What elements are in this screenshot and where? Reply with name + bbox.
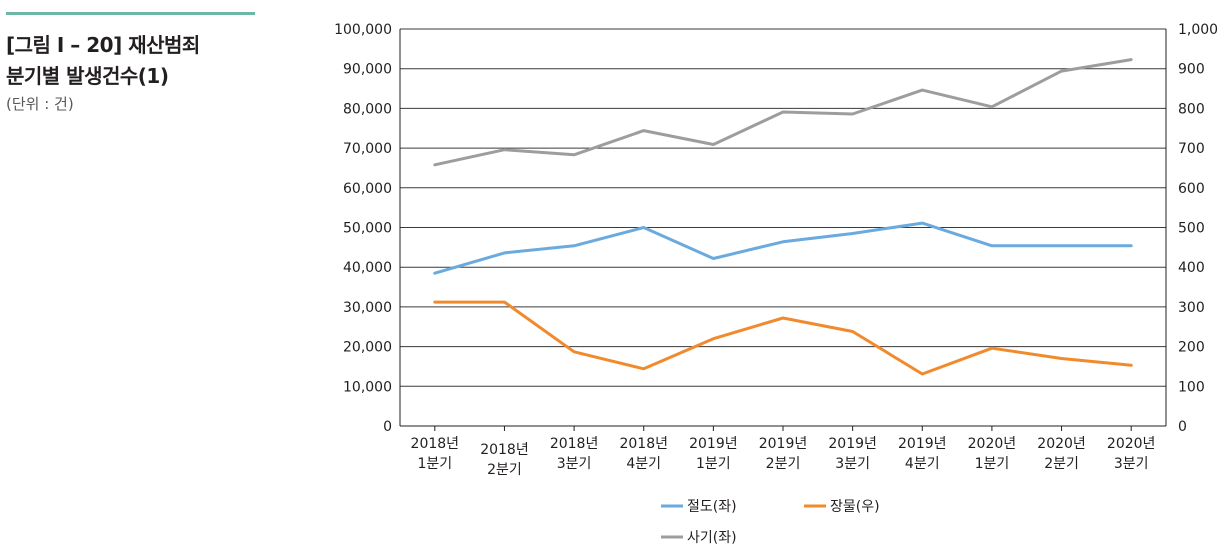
left-tick-label: 10,000 xyxy=(343,379,392,395)
x-tick-label-quarter: 4분기 xyxy=(905,456,940,472)
left-tick-label: 50,000 xyxy=(343,221,392,237)
legend-label: 절도(좌) xyxy=(687,499,737,515)
x-tick-label-quarter: 1분기 xyxy=(696,456,731,472)
left-tick-label: 20,000 xyxy=(343,340,392,356)
series-line-3 xyxy=(433,58,1133,167)
x-tick-label-year: 2019년 xyxy=(759,436,808,452)
x-tick-label-quarter: 2분기 xyxy=(766,456,801,472)
x-tick-label-quarter: 4분기 xyxy=(626,456,661,472)
right-tick-label: 300 xyxy=(1178,300,1205,316)
legend-label: 장물(우) xyxy=(830,499,880,515)
right-tick-label: 400 xyxy=(1178,260,1205,276)
legend-label: 사기(좌) xyxy=(687,530,737,546)
x-tick-label-year: 2020년 xyxy=(968,436,1017,452)
left-tick-label: 100,000 xyxy=(334,22,392,38)
right-tick-label: 600 xyxy=(1178,181,1205,197)
x-tick-label-quarter: 2분기 xyxy=(1044,456,1079,472)
figure-caption: [그림 Ⅰ – 20] 재산범죄 분기별 발생건수(1) (단위 : 건) xyxy=(6,30,266,115)
series-line-1 xyxy=(433,221,1133,275)
left-tick-label: 0 xyxy=(383,419,392,435)
series-line-2 xyxy=(433,300,1133,376)
x-tick-label-year: 2020년 xyxy=(1107,436,1156,452)
right-tick-label: 800 xyxy=(1178,101,1205,117)
right-axis-ticks: 0 100 200 300 400 500 600 700 800 900 1,000 xyxy=(1178,22,1218,435)
right-tick-label: 0 xyxy=(1178,419,1187,435)
left-tick-label: 80,000 xyxy=(343,101,392,117)
x-tick-label-year: 2018년 xyxy=(480,442,529,458)
legend: 절도(좌) 장물(우) 사기(좌) xyxy=(661,499,880,546)
x-tick-label-year: 2018년 xyxy=(619,436,668,452)
series-lines xyxy=(433,58,1133,376)
x-tick-label-year: 2019년 xyxy=(689,436,738,452)
x-tick-label-quarter: 2분기 xyxy=(487,462,522,478)
figure-unit: (단위 : 건) xyxy=(6,95,74,113)
left-tick-label: 30,000 xyxy=(343,300,392,316)
right-tick-label: 900 xyxy=(1178,62,1205,78)
left-tick-label: 60,000 xyxy=(343,181,392,197)
right-tick-label: 100 xyxy=(1178,379,1205,395)
x-tick-label-quarter: 3분기 xyxy=(835,456,870,472)
caption-rule xyxy=(6,12,255,15)
x-tick-label-year: 2018년 xyxy=(550,436,599,452)
x-tick-label-quarter: 1분기 xyxy=(417,456,452,472)
x-tick-label-year: 2019년 xyxy=(828,436,877,452)
left-tick-label: 40,000 xyxy=(343,260,392,276)
left-axis-ticks: 0 10,000 20,000 30,000 40,000 50,000 60,000 70,… xyxy=(334,22,392,435)
right-tick-label: 1,000 xyxy=(1178,22,1218,38)
right-tick-label: 500 xyxy=(1178,221,1205,237)
right-tick-label: 700 xyxy=(1178,141,1205,157)
x-tick-label-year: 2020년 xyxy=(1037,436,1086,452)
x-tick-label-year: 2019년 xyxy=(898,436,947,452)
x-tick-label-quarter: 3분기 xyxy=(1114,456,1149,472)
gridlines xyxy=(400,28,1166,387)
left-tick-label: 90,000 xyxy=(343,62,392,78)
x-tick-label-year: 2018년 xyxy=(411,436,460,452)
x-tick-label-quarter: 1분기 xyxy=(975,456,1010,472)
figure-title-line2: 분기별 발생건수(1) xyxy=(6,64,169,88)
figure-title-line1: [그림 Ⅰ – 20] 재산범죄 xyxy=(6,33,200,57)
axes xyxy=(399,29,1167,431)
left-tick-label: 70,000 xyxy=(343,141,392,157)
x-axis-ticks: 2018년 1분기 2018년 2분기 2018년 3분기 2018년 4분기 2019년 1분기… xyxy=(411,436,1156,478)
x-tick-label-quarter: 3분기 xyxy=(557,456,592,472)
right-tick-label: 200 xyxy=(1178,340,1205,356)
